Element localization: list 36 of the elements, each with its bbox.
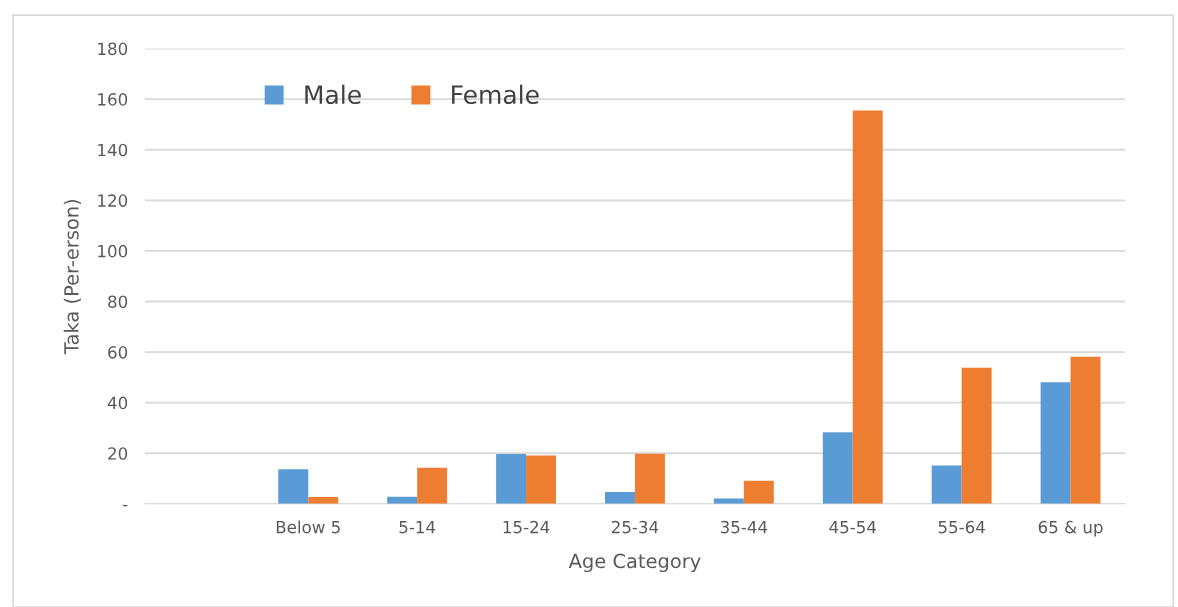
bar (417, 467, 448, 504)
x-axis-title: Age Category (568, 553, 701, 573)
x-tick-label: 35-44 (720, 520, 768, 534)
legend-label: Male (305, 84, 361, 105)
legend-label: Female (452, 84, 539, 105)
bar (961, 367, 992, 504)
bar (496, 453, 527, 504)
y-tick-label: 100 (98, 244, 128, 258)
bar (713, 498, 744, 504)
x-tick-label: 15-24 (503, 520, 550, 534)
bar (1040, 382, 1071, 504)
x-tick-label: 45-54 (829, 520, 877, 534)
x-tick-label: 65 & up (1038, 520, 1103, 537)
y-tick-label: 80 (108, 295, 128, 309)
y-tick-label: 20 (108, 447, 128, 460)
bar (604, 491, 635, 504)
x-tick-label: Below 5 (276, 520, 340, 534)
y-tick-label: 120 (98, 194, 128, 207)
y-tick-label: 40 (107, 396, 128, 410)
x-tick-label: 25-34 (611, 520, 659, 534)
x-tick-label: 5-14 (399, 520, 436, 534)
y-axis-title: Taka (Per-erson) (63, 199, 82, 355)
x-tick-label: 55-64 (938, 520, 985, 534)
y-tick-label: 180 (98, 42, 128, 56)
y-tick-label: 140 (98, 143, 128, 157)
bar (278, 469, 309, 504)
bar (634, 453, 665, 504)
bar (526, 455, 556, 504)
y-tick-label: 160 (98, 93, 128, 106)
bar (931, 465, 962, 504)
y-tick-label: - (123, 504, 128, 507)
y-tick-label: 60 (108, 346, 128, 359)
bar (743, 480, 774, 504)
bar (1070, 356, 1101, 504)
bar (852, 110, 883, 504)
bar (822, 432, 853, 504)
